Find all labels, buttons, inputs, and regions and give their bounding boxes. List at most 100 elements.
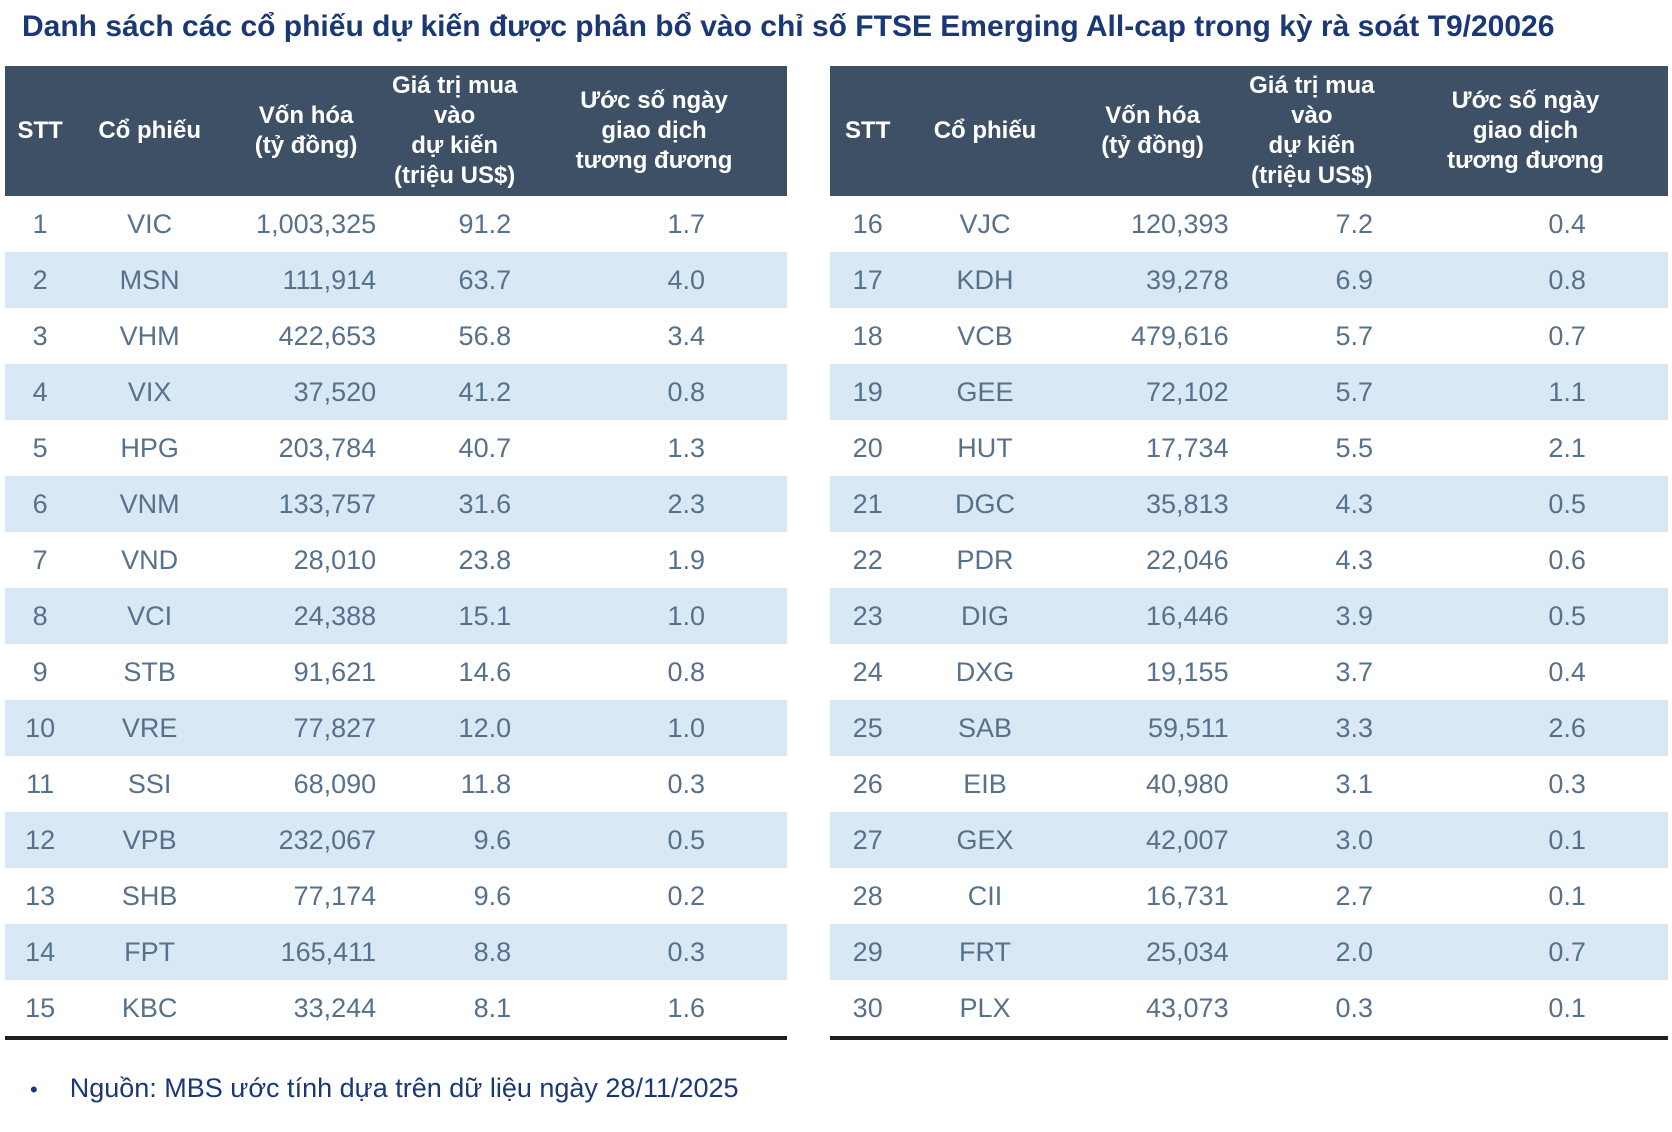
cell-ticker: GEX bbox=[956, 824, 1014, 855]
cell-stt: 1 bbox=[32, 208, 48, 239]
cell-buy-value: 3.7 bbox=[1335, 656, 1374, 687]
source-note: • Nguồn: MBS ước tính dựa trên dữ liệu n… bbox=[30, 1073, 1672, 1104]
cell-buy-value: 4.3 bbox=[1335, 488, 1374, 519]
cell-buy-value: 41.2 bbox=[458, 376, 512, 407]
cell-buy-value: 40.7 bbox=[458, 432, 512, 463]
table-row: 11 SSI 68,090 11.8 0.3 bbox=[5, 756, 787, 812]
table-row: 28 CII 16,731 2.7 0.1 bbox=[830, 868, 1668, 924]
stock-table-left: STT Cổ phiếu Vốn hóa (tỷ đồng) Giá trị mua … bbox=[5, 66, 787, 1040]
table-row: 15 KBC 33,244 8.1 1.6 bbox=[5, 980, 787, 1036]
cell-market-cap: 111,914 bbox=[282, 264, 377, 295]
cell-stt: 30 bbox=[852, 992, 883, 1023]
cell-ticker: PLX bbox=[959, 992, 1011, 1023]
cell-trading-days: 0.3 bbox=[667, 768, 705, 799]
cell-stt: 2 bbox=[32, 264, 48, 295]
cell-buy-value: 3.0 bbox=[1335, 824, 1374, 855]
cell-stt: 19 bbox=[852, 376, 883, 407]
header-cell: Giá trị mua vào dự kiến (triệu US$) bbox=[391, 72, 518, 189]
cell-trading-days: 1.7 bbox=[667, 208, 705, 239]
cell-ticker: VCI bbox=[127, 600, 173, 631]
cell-ticker: VIX bbox=[127, 376, 172, 407]
cell-ticker: FPT bbox=[124, 936, 176, 967]
cell-stt: 4 bbox=[32, 376, 48, 407]
cell-ticker: EIB bbox=[963, 768, 1007, 799]
cell-market-cap: 77,174 bbox=[293, 880, 377, 911]
table-row: 30 PLX 43,073 0.3 0.1 bbox=[830, 980, 1668, 1036]
table-row: 17 KDH 39,278 6.9 0.8 bbox=[830, 252, 1668, 308]
table-row: 10 VRE 77,827 12.0 1.0 bbox=[5, 700, 787, 756]
cell-stt: 9 bbox=[32, 656, 48, 687]
cell-stt: 26 bbox=[852, 768, 883, 799]
cell-buy-value: 56.8 bbox=[458, 320, 512, 351]
header-cell: Ước số ngày giao dịch tương đương bbox=[575, 87, 733, 174]
cell-stt: 28 bbox=[852, 880, 883, 911]
cell-stt: 7 bbox=[32, 544, 48, 575]
cell-trading-days: 0.5 bbox=[1548, 600, 1586, 631]
cell-stt: 22 bbox=[852, 544, 883, 575]
cell-stt: 24 bbox=[852, 656, 883, 687]
header-cell: Vốn hóa (tỷ đồng) bbox=[1101, 102, 1204, 159]
cell-trading-days: 0.3 bbox=[1548, 768, 1586, 799]
table-row: 12 VPB 232,067 9.6 0.5 bbox=[5, 812, 787, 868]
cell-buy-value: 9.6 bbox=[473, 880, 512, 911]
cell-trading-days: 0.8 bbox=[1548, 264, 1586, 295]
table-row: 19 GEE 72,102 5.7 1.1 bbox=[830, 364, 1668, 420]
cell-ticker: DIG bbox=[961, 600, 1010, 631]
cell-ticker: KDH bbox=[956, 264, 1014, 295]
cell-buy-value: 4.3 bbox=[1335, 544, 1374, 575]
cell-market-cap: 35,813 bbox=[1146, 488, 1229, 519]
cell-market-cap: 479,616 bbox=[1130, 320, 1229, 351]
cell-trading-days: 2.1 bbox=[1548, 432, 1586, 463]
table-row: 23 DIG 16,446 3.9 0.5 bbox=[830, 588, 1668, 644]
cell-stt: 17 bbox=[852, 264, 883, 295]
cell-market-cap: 42,007 bbox=[1146, 824, 1229, 855]
cell-market-cap: 165,411 bbox=[280, 936, 377, 967]
cell-stt: 15 bbox=[25, 992, 56, 1023]
cell-market-cap: 17,734 bbox=[1146, 432, 1229, 463]
cell-buy-value: 5.5 bbox=[1335, 432, 1374, 463]
cell-ticker: SSI bbox=[127, 768, 172, 799]
table-row: 25 SAB 59,511 3.3 2.6 bbox=[830, 700, 1668, 756]
cell-buy-value: 31.6 bbox=[458, 488, 512, 519]
cell-trading-days: 0.6 bbox=[1548, 544, 1586, 575]
cell-market-cap: 120,393 bbox=[1130, 208, 1229, 239]
cell-stt: 25 bbox=[852, 712, 883, 743]
cell-buy-value: 12.0 bbox=[458, 712, 512, 743]
cell-market-cap: 16,446 bbox=[1146, 600, 1229, 631]
cell-trading-days: 0.8 bbox=[667, 376, 705, 407]
cell-market-cap: 16,731 bbox=[1146, 880, 1229, 911]
cell-buy-value: 3.3 bbox=[1335, 712, 1374, 743]
table-row: 7 VND 28,010 23.8 1.9 bbox=[5, 532, 787, 588]
table-row: 5 HPG 203,784 40.7 1.3 bbox=[5, 420, 787, 476]
table-row: 4 VIX 37,520 41.2 0.8 bbox=[5, 364, 787, 420]
table-row: 29 FRT 25,034 2.0 0.7 bbox=[830, 924, 1668, 980]
cell-trading-days: 0.4 bbox=[1548, 656, 1586, 687]
cell-ticker: KBC bbox=[121, 992, 178, 1023]
cell-stt: 12 bbox=[25, 824, 56, 855]
cell-ticker: CII bbox=[967, 880, 1003, 911]
table-row: 21 DGC 35,813 4.3 0.5 bbox=[830, 476, 1668, 532]
cell-trading-days: 0.8 bbox=[667, 656, 705, 687]
cell-ticker: SHB bbox=[121, 880, 178, 911]
cell-ticker: VNM bbox=[119, 488, 180, 519]
cell-trading-days: 0.4 bbox=[1548, 208, 1586, 239]
cell-stt: 20 bbox=[852, 432, 883, 463]
cell-stt: 5 bbox=[32, 432, 48, 463]
table-row: 18 VCB 479,616 5.7 0.7 bbox=[830, 308, 1668, 364]
cell-buy-value: 7.2 bbox=[1335, 208, 1374, 239]
cell-market-cap: 39,278 bbox=[1146, 264, 1229, 295]
table-row: 9 STB 91,621 14.6 0.8 bbox=[5, 644, 787, 700]
cell-stt: 27 bbox=[852, 824, 883, 855]
cell-buy-value: 6.9 bbox=[1335, 264, 1374, 295]
cell-trading-days: 3.4 bbox=[667, 320, 705, 351]
cell-trading-days: 0.5 bbox=[1548, 488, 1586, 519]
cell-market-cap: 133,757 bbox=[278, 488, 377, 519]
cell-stt: 29 bbox=[852, 936, 883, 967]
table-row: 20 HUT 17,734 5.5 2.1 bbox=[830, 420, 1668, 476]
cell-ticker: DGC bbox=[955, 488, 1016, 519]
header-row: STT Cổ phiếu Vốn hóa (tỷ đồng) Giá trị mua … bbox=[5, 66, 787, 196]
cell-trading-days: 0.7 bbox=[1548, 936, 1586, 967]
cell-stt: 14 bbox=[25, 936, 56, 967]
cell-trading-days: 1.9 bbox=[667, 544, 705, 575]
